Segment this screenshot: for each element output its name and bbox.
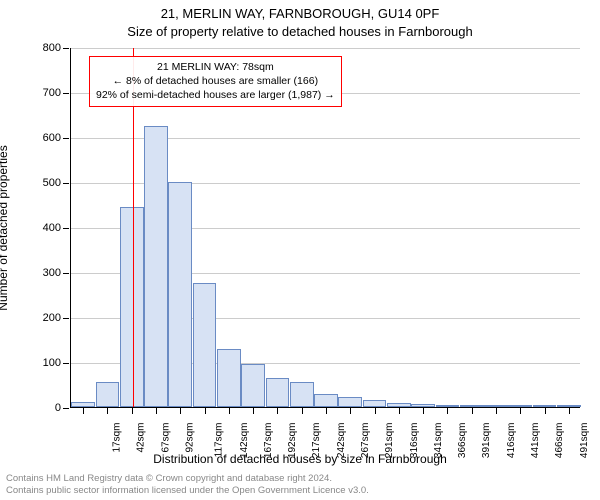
histogram-bar [533, 405, 557, 407]
histogram-bar [363, 400, 387, 407]
x-tick-label: 92sqm [185, 423, 196, 453]
plot-area: 010020030040050060070080017sqm42sqm67sqm… [70, 48, 580, 408]
histogram-bar [241, 364, 265, 407]
y-tick-label: 300 [31, 267, 61, 279]
histogram-bar [460, 405, 484, 407]
y-tick-label: 0 [31, 402, 61, 414]
histogram-bar [120, 207, 144, 407]
histogram-bar [508, 405, 532, 407]
histogram-bar [387, 403, 411, 408]
x-tick [205, 408, 206, 414]
x-tick [253, 408, 254, 414]
x-tick [423, 408, 424, 414]
histogram-bar [436, 405, 460, 407]
y-tick-label: 100 [31, 357, 61, 369]
y-tick-label: 600 [31, 132, 61, 144]
x-tick [229, 408, 230, 414]
histogram-bar [338, 397, 362, 407]
x-tick [375, 408, 376, 414]
x-tick [496, 408, 497, 414]
y-tick-label: 500 [31, 177, 61, 189]
histogram-bar [557, 405, 581, 407]
x-tick [302, 408, 303, 414]
x-tick [569, 408, 570, 414]
y-tick [63, 318, 69, 319]
y-tick [63, 93, 69, 94]
histogram-bar [217, 349, 241, 408]
annotation-line: 21 MERLIN WAY: 78sqm [96, 60, 335, 74]
y-tick-label: 800 [31, 42, 61, 54]
y-axis-label: Number of detached properties [0, 145, 10, 310]
footer-line: Contains public sector information licen… [6, 485, 594, 497]
annotation-box: 21 MERLIN WAY: 78sqm ← 8% of detached ho… [89, 56, 342, 107]
histogram-bar [168, 182, 192, 407]
histogram-bar [71, 402, 95, 407]
y-tick [63, 48, 69, 49]
x-tick [180, 408, 181, 414]
x-tick [83, 408, 84, 414]
histogram-bar [290, 382, 314, 407]
y-tick-label: 700 [31, 87, 61, 99]
x-tick-label: 42sqm [136, 423, 147, 453]
histogram-bar [96, 382, 120, 407]
chart-container: 21, MERLIN WAY, FARNBOROUGH, GU14 0PF Si… [0, 0, 600, 500]
x-tick [520, 408, 521, 414]
y-tick [63, 183, 69, 184]
x-tick [472, 408, 473, 414]
y-tick [63, 408, 69, 409]
x-tick [156, 408, 157, 414]
histogram-bar [411, 404, 435, 407]
y-tick [63, 273, 69, 274]
y-tick [63, 363, 69, 364]
histogram-bar [144, 126, 168, 407]
histogram-bar [266, 378, 290, 407]
x-tick [447, 408, 448, 414]
y-tick-label: 400 [31, 222, 61, 234]
y-tick [63, 228, 69, 229]
x-tick [350, 408, 351, 414]
y-tick [63, 138, 69, 139]
x-tick-label: 67sqm [160, 423, 171, 453]
x-tick [107, 408, 108, 414]
grid-line [71, 48, 580, 49]
x-tick [326, 408, 327, 414]
x-tick [132, 408, 133, 414]
histogram-bar [484, 405, 508, 407]
y-tick-label: 200 [31, 312, 61, 324]
x-tick [545, 408, 546, 414]
annotation-line: ← 8% of detached houses are smaller (166… [96, 74, 335, 88]
footer-text: Contains HM Land Registry data © Crown c… [6, 473, 594, 497]
histogram-bar [314, 394, 338, 407]
footer-line: Contains HM Land Registry data © Crown c… [6, 473, 594, 485]
x-tick-label: 17sqm [112, 423, 123, 453]
x-tick [277, 408, 278, 414]
annotation-line: 92% of semi-detached houses are larger (… [96, 88, 335, 102]
x-axis-label: Distribution of detached houses by size … [0, 452, 600, 466]
x-tick [399, 408, 400, 414]
title-sub: Size of property relative to detached ho… [0, 24, 600, 39]
title-main: 21, MERLIN WAY, FARNBOROUGH, GU14 0PF [0, 6, 600, 21]
histogram-bar [193, 283, 217, 407]
